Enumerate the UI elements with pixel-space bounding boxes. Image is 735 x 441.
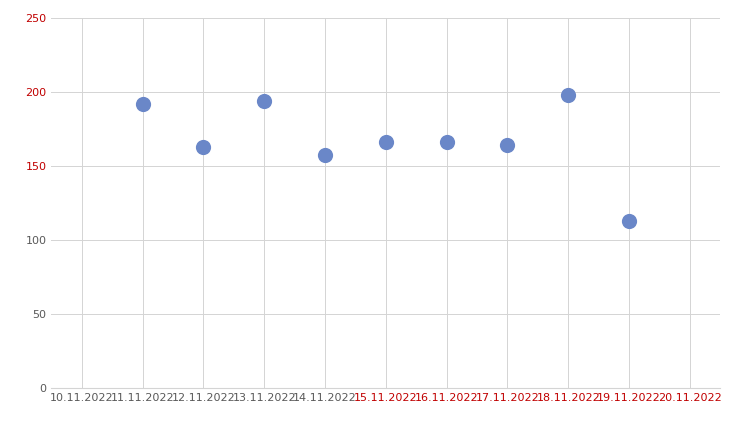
Point bbox=[198, 143, 209, 150]
Point bbox=[441, 138, 453, 146]
Point bbox=[623, 217, 635, 224]
Point bbox=[319, 152, 331, 159]
Point bbox=[380, 138, 392, 146]
Point bbox=[259, 97, 270, 104]
Point bbox=[137, 100, 148, 107]
Point bbox=[562, 91, 574, 98]
Point bbox=[501, 142, 513, 149]
